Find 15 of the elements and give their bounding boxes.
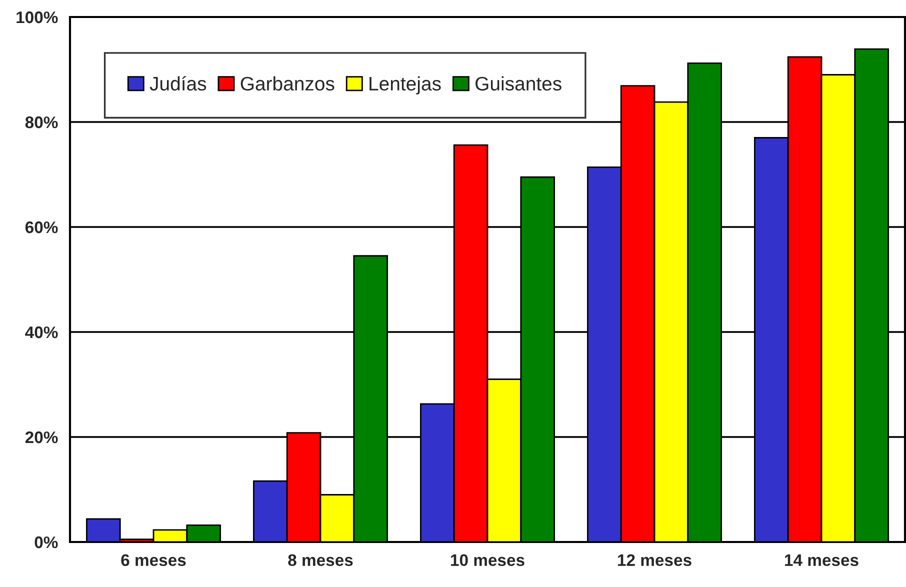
legend-label: Lentejas (370, 76, 441, 94)
y-tick-label: 20% (25, 431, 58, 444)
y-tick-label: 40% (25, 326, 58, 338)
y-tick-label: 80% (25, 116, 58, 128)
x-tick-label: 6 meses (121, 554, 186, 566)
y-tick-label: 100% (16, 11, 58, 24)
legend-label: Guisantes (476, 76, 562, 91)
y-tick-label: 60% (25, 221, 58, 234)
x-tick-label: 12 meses (618, 554, 692, 566)
x-tick-label: 10 meses (451, 554, 524, 566)
legend-label: Garbanzos (240, 76, 334, 91)
legend-label: Judías (150, 76, 206, 91)
x-tick-label: 8 meses (288, 554, 353, 566)
y-tick-label: 0% (34, 536, 58, 548)
x-tick-label: 14 meses (785, 554, 858, 566)
